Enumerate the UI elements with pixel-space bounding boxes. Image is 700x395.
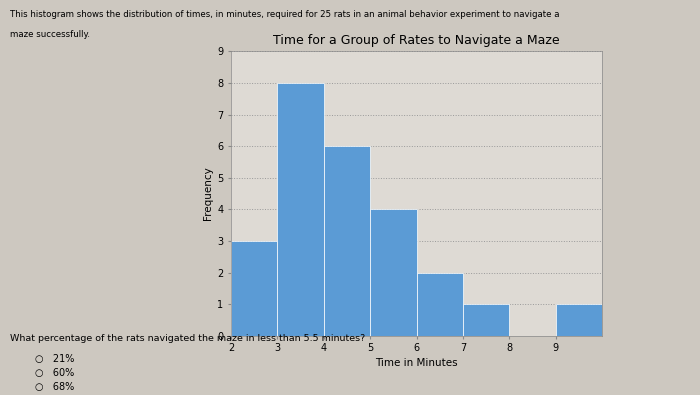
Text: maze successfully.: maze successfully.: [10, 30, 90, 39]
Bar: [463, 304, 510, 336]
X-axis label: Time in Minutes: Time in Minutes: [375, 357, 458, 368]
Text: ○   21%: ○ 21%: [35, 354, 74, 363]
Title: Time for a Group of Rates to Navigate a Maze: Time for a Group of Rates to Navigate a …: [273, 34, 560, 47]
Bar: [231, 241, 277, 336]
Bar: [370, 209, 416, 336]
Bar: [556, 304, 602, 336]
Bar: [277, 83, 323, 336]
Text: This histogram shows the distribution of times, in minutes, required for 25 rats: This histogram shows the distribution of…: [10, 10, 560, 19]
Y-axis label: Frequency: Frequency: [203, 167, 213, 220]
Text: ○   68%: ○ 68%: [35, 382, 74, 392]
Bar: [416, 273, 463, 336]
Text: ○   60%: ○ 60%: [35, 368, 74, 378]
Bar: [323, 146, 370, 336]
Text: What percentage of the rats navigated the maze in less than 5.5 minutes?: What percentage of the rats navigated th…: [10, 334, 365, 343]
